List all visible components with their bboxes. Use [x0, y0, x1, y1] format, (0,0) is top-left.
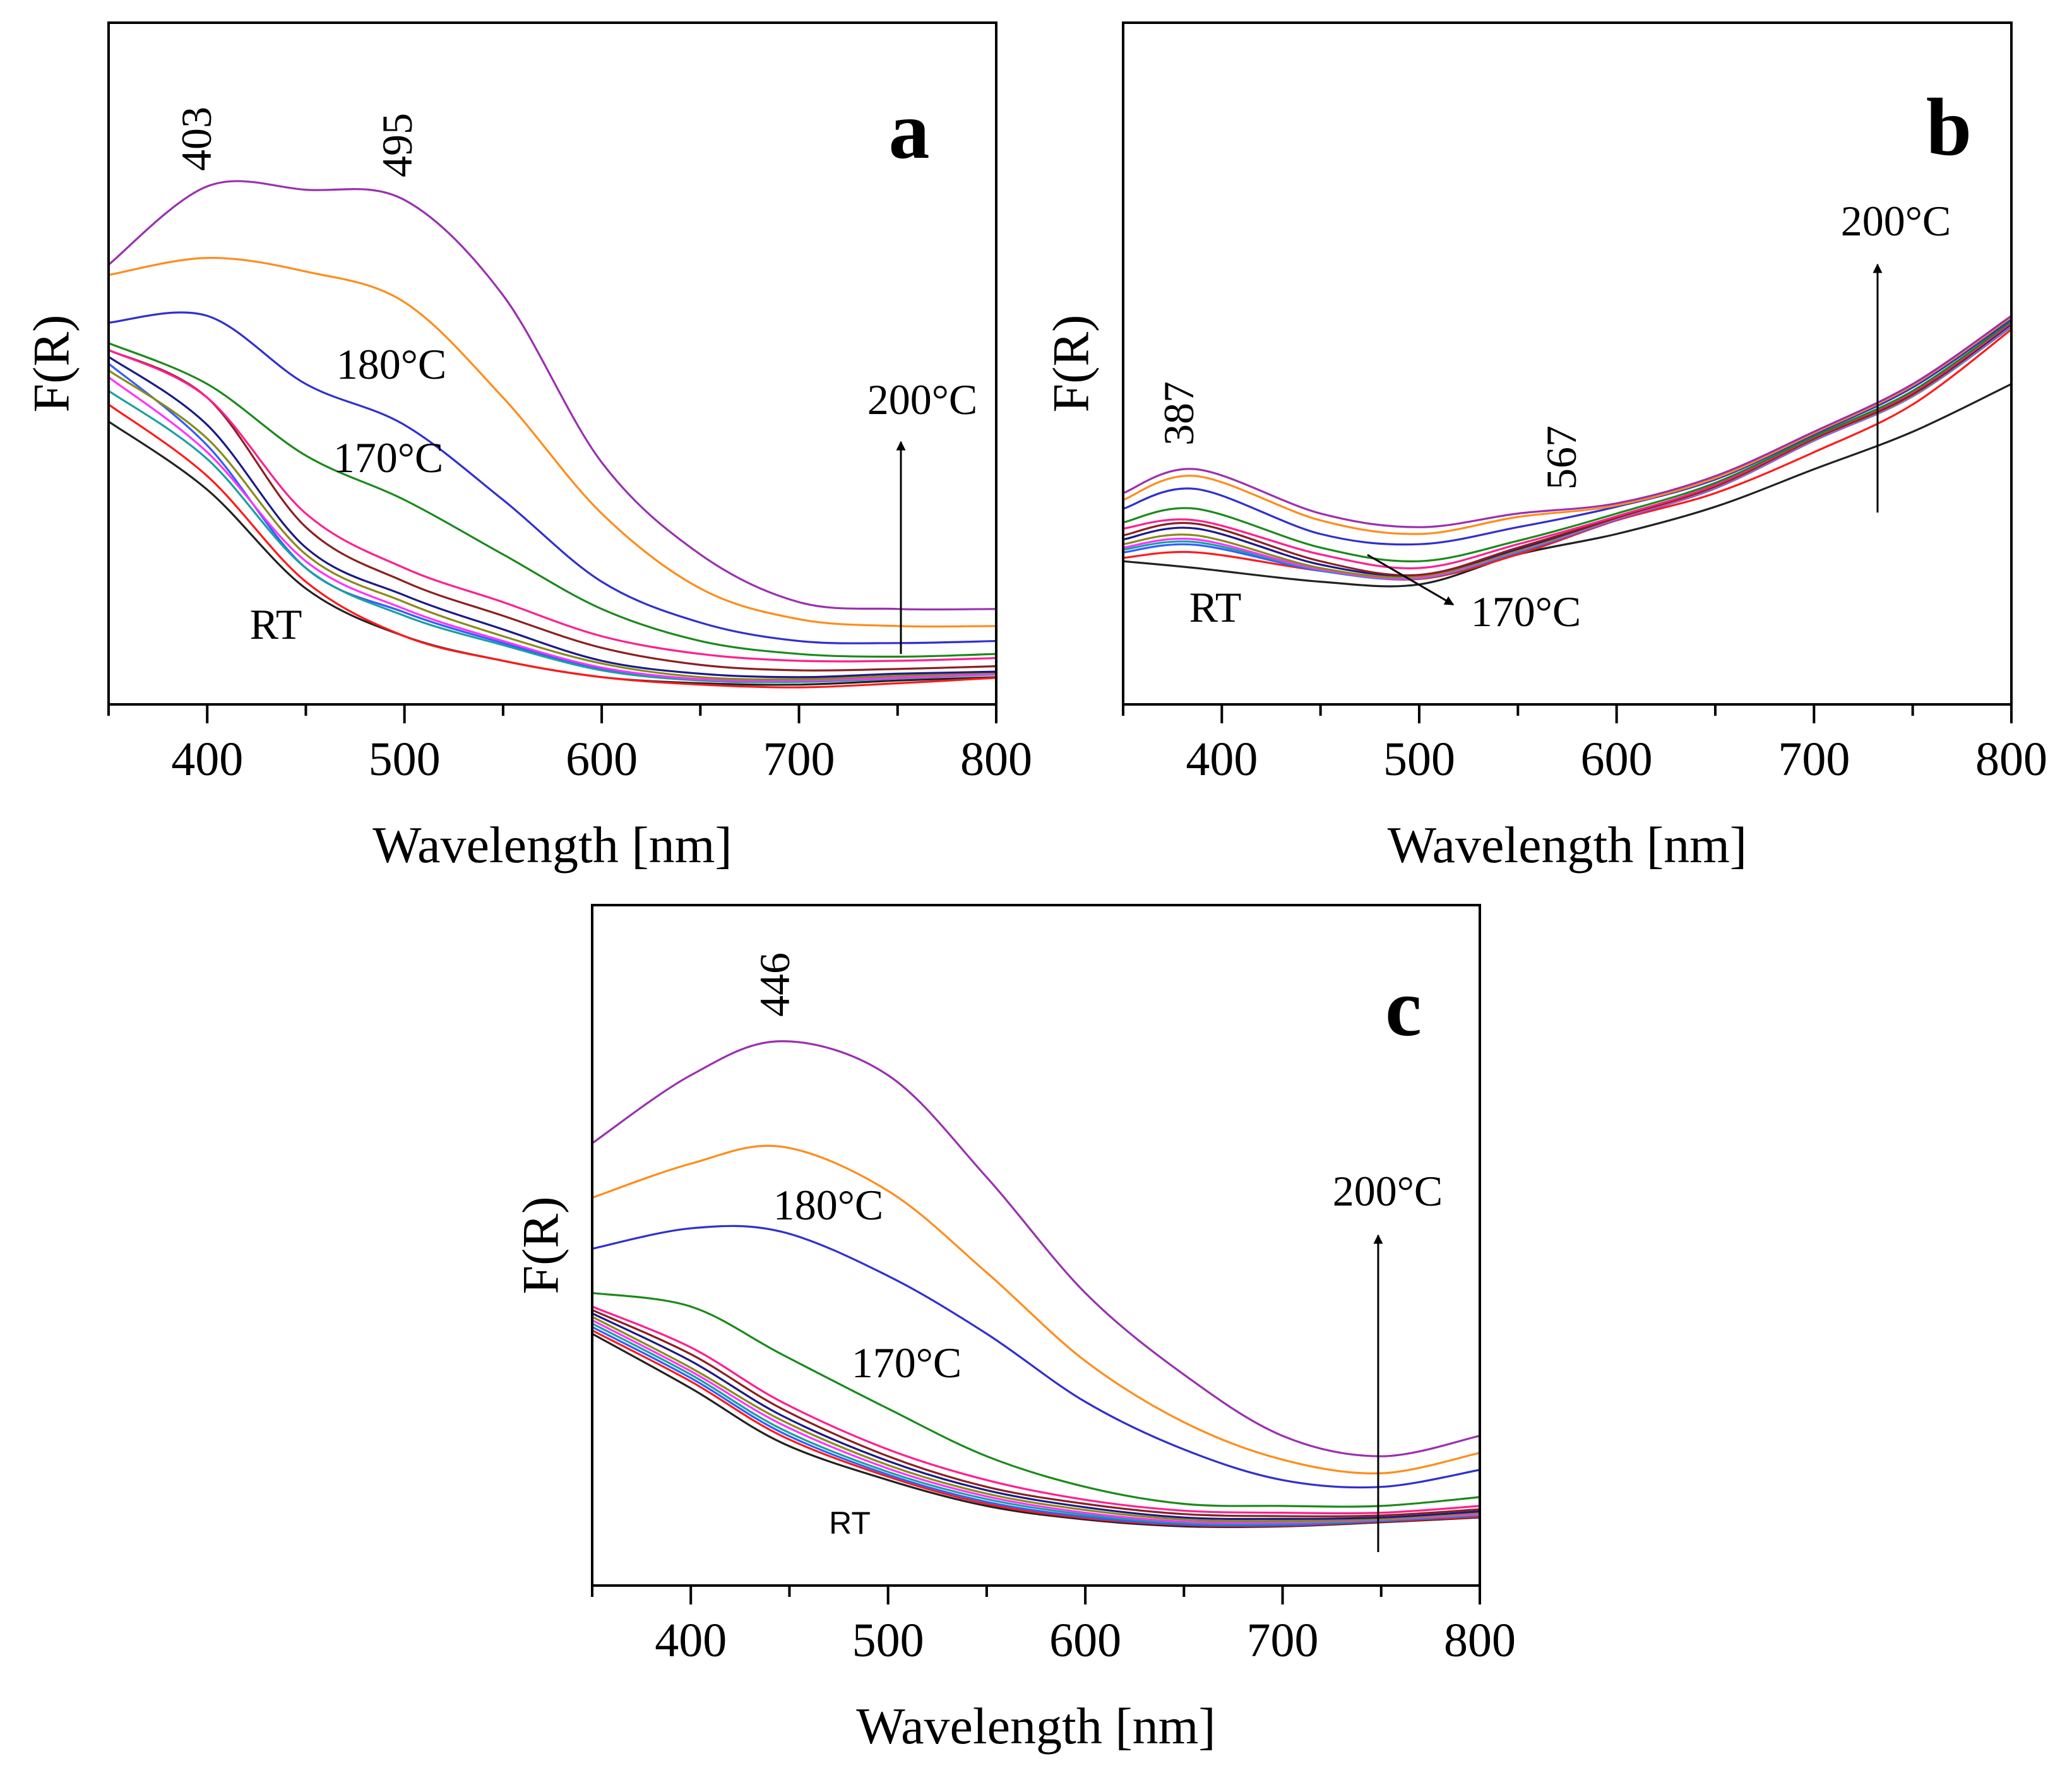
annotation-t180: 180°C	[773, 1181, 884, 1229]
series-line-3	[1122, 318, 2012, 546]
panel-b: 400 500 600 700 800 Wavelength [nm] F(R) b 387 56…	[1042, 21, 2047, 874]
annotation-t200: 200°C	[1333, 1167, 1443, 1215]
x-tick-label: 800	[1444, 1614, 1516, 1667]
series-line-12	[108, 403, 997, 689]
series-line-9	[592, 1319, 1480, 1524]
plot-frame	[1122, 21, 2013, 706]
series-line-13	[1122, 382, 2012, 588]
x-tick-label: 700	[1247, 1614, 1319, 1667]
x-tick-label: 800	[960, 733, 1032, 786]
series-line-6	[1122, 321, 2012, 577]
series-group	[1122, 315, 2012, 588]
series-line-7	[108, 355, 997, 679]
x-tick-label: 800	[1975, 733, 2047, 786]
annotation-peak2: 567	[1537, 425, 1585, 490]
series-line-5	[592, 1305, 1480, 1515]
plot-frame	[107, 21, 997, 706]
x-tick-label: 500	[852, 1614, 924, 1667]
x-axis-label: Wavelength [nm]	[372, 816, 732, 874]
series-line-7	[592, 1312, 1480, 1521]
series-line-10	[108, 389, 997, 684]
panel-letter: c	[1385, 963, 1422, 1053]
series-line-3	[108, 311, 997, 644]
y-axis-label: F(R)	[23, 315, 80, 413]
series-line-4	[108, 342, 997, 658]
series-line-1	[592, 1040, 1480, 1457]
annotation-rt: RT	[250, 600, 302, 648]
series-line-11	[592, 1325, 1480, 1527]
x-axis-label: Wavelength [nm]	[1388, 816, 1747, 874]
annotation-peak1: 446	[751, 952, 799, 1017]
series-line-10	[592, 1322, 1480, 1526]
annotation-rt: RT	[1189, 583, 1242, 631]
x-tick-label: 400	[655, 1614, 727, 1667]
series-line-3	[592, 1224, 1480, 1489]
y-axis-label: F(R)	[1042, 315, 1100, 413]
trend-arrow	[1367, 554, 1455, 606]
series-line-5	[108, 348, 997, 663]
annotation-t170: 170°C	[852, 1339, 962, 1387]
series-line-13	[108, 420, 997, 686]
panel-a: 400 500 600 700 800 Wavelength [nm] F(R) a 403 49…	[23, 21, 1032, 874]
series-group	[107, 180, 997, 689]
series-line-13	[592, 1332, 1480, 1528]
series-line-9	[108, 376, 997, 682]
series-line-1	[1122, 315, 2012, 528]
panel-c: 400 500 600 700 800 Wavelength [nm] F(R) c 446 18…	[512, 904, 1516, 1755]
x-tick-label: 600	[566, 733, 638, 786]
annotation-peak1: 403	[172, 107, 220, 171]
annotation-peak2: 495	[373, 113, 421, 177]
x-tick-label: 600	[1049, 1614, 1121, 1667]
panel-letter: a	[889, 85, 930, 176]
annotation-peak1: 387	[1155, 381, 1203, 446]
x-tick-label: 400	[1186, 733, 1258, 786]
x-tick-label: 700	[1778, 733, 1850, 786]
x-tick-label: 600	[1581, 733, 1653, 786]
series-line-6	[108, 348, 997, 672]
x-axis-label: Wavelength [nm]	[856, 1697, 1215, 1755]
series-line-4	[1122, 320, 2012, 563]
x-tick-label: 500	[369, 733, 441, 786]
annotation-rt: RT	[829, 1505, 871, 1541]
series-line-8	[108, 369, 997, 680]
annotation-t200: 200°C	[1841, 197, 1951, 245]
annotation-t170: 170°C	[1471, 588, 1581, 636]
y-axis-label: F(R)	[512, 1197, 569, 1295]
series-group	[592, 1040, 1480, 1528]
plot-frame	[591, 904, 1481, 1587]
series-line-1	[108, 180, 997, 611]
annotation-t180: 180°C	[336, 340, 447, 388]
series-line-8	[592, 1315, 1480, 1522]
annotation-t200: 200°C	[867, 376, 978, 424]
series-line-2	[592, 1144, 1480, 1474]
series-line-2	[1122, 316, 2012, 535]
annotation-t170: 170°C	[333, 434, 444, 482]
series-line-6	[592, 1308, 1480, 1517]
x-tick-label: 400	[171, 733, 243, 786]
series-line-2	[108, 256, 997, 628]
series-line-4	[592, 1291, 1480, 1508]
panel-letter: b	[1926, 82, 1972, 173]
x-tick-label: 700	[763, 733, 835, 786]
x-tick-label: 500	[1383, 733, 1455, 786]
